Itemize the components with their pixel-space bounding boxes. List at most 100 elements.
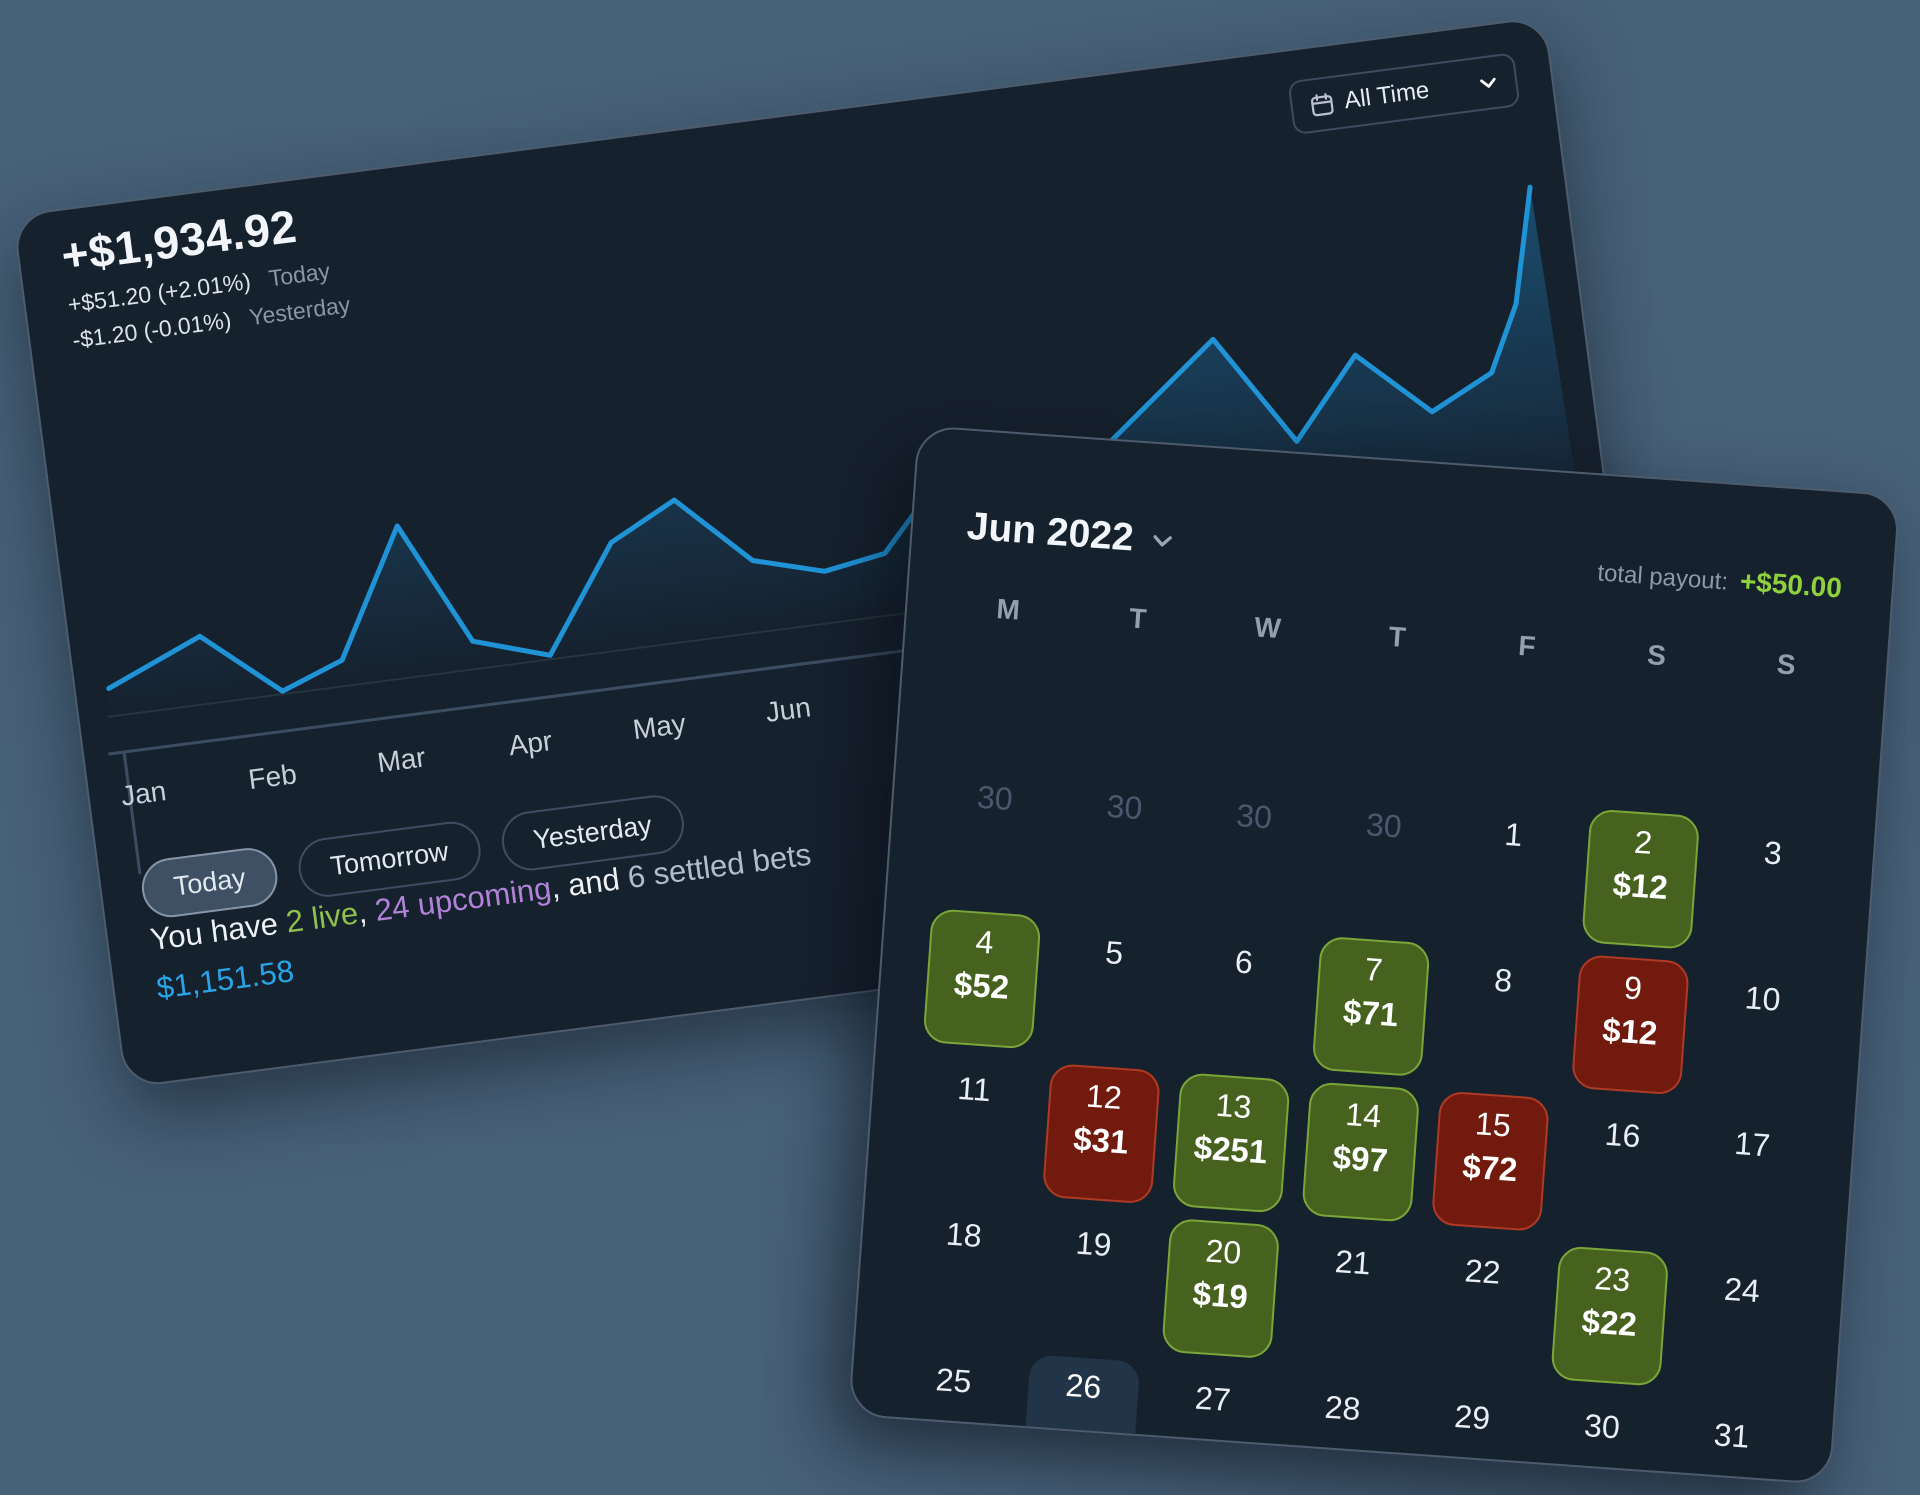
calendar-day-30-muted[interactable]: 30 <box>1314 748 1454 903</box>
payout-box-loss: 12 $31 <box>1041 1063 1161 1205</box>
day-number: 15 <box>1474 1105 1513 1144</box>
day-number: 28 <box>1323 1388 1362 1428</box>
month-label: Jun 2022 <box>965 504 1136 560</box>
month-tick-feb: Feb <box>247 758 299 795</box>
day-number: 7 <box>1363 950 1384 989</box>
total-payout-value: +$50.00 <box>1738 565 1843 604</box>
day-number: 22 <box>1463 1252 1502 1291</box>
calendar-day-6[interactable]: 6 <box>1174 885 1314 1040</box>
day-header-0: M <box>995 593 1021 626</box>
day-number: 20 <box>1204 1232 1243 1271</box>
month-tick-apr: Apr <box>507 725 554 761</box>
calendar-day-30-muted[interactable]: 30 <box>925 721 1065 876</box>
day-number: 12 <box>1084 1077 1124 1117</box>
payout-box-win: 7 $71 <box>1311 935 1431 1078</box>
day-number: 27 <box>1193 1379 1232 1418</box>
day-number: 23 <box>1593 1259 1632 1299</box>
bets-sep2: , and <box>548 860 631 906</box>
day-number: 6 <box>1233 943 1255 981</box>
payout-value: $31 <box>1072 1119 1130 1161</box>
day-header-4: F <box>1517 629 1537 663</box>
day-number: 30 <box>975 778 1014 818</box>
day-number: 24 <box>1722 1270 1761 1310</box>
calendar-day-3[interactable]: 3 <box>1703 776 1843 931</box>
payout-box-win: 20 $19 <box>1161 1217 1281 1360</box>
calendar-day-13[interactable]: 13 $251 <box>1164 1031 1304 1214</box>
total-payout: total payout: +$50.00 <box>1596 555 1843 604</box>
day-number: 19 <box>1074 1224 1113 1264</box>
month-tick-jun: Jun <box>764 691 813 728</box>
month-tick-mar: Mar <box>376 741 428 778</box>
day-header-3: T <box>1387 620 1407 653</box>
day-number: 1 <box>1503 816 1524 854</box>
calendar-day-10[interactable]: 10 <box>1693 922 1833 1077</box>
payout-value: $12 <box>1611 865 1670 907</box>
payout-box-loss: 15 $72 <box>1430 1090 1551 1232</box>
chevron-down-icon <box>1149 527 1177 555</box>
calendar-day-18[interactable]: 18 <box>894 1158 1034 1313</box>
payout-value: $97 <box>1331 1138 1390 1179</box>
calendar-day-30-muted[interactable]: 30 <box>1184 739 1324 894</box>
month-tick-may: May <box>631 708 687 746</box>
day-number: 10 <box>1743 979 1782 1018</box>
calendar-day-28[interactable]: 28 <box>1273 1331 1413 1485</box>
day-number: 30 <box>1582 1407 1622 1446</box>
payout-box-win: 23 $22 <box>1550 1245 1670 1387</box>
payout-value: $22 <box>1580 1302 1639 1343</box>
calendar-icon <box>1307 89 1337 119</box>
day-number: 29 <box>1453 1397 1492 1437</box>
day-number: 30 <box>1105 787 1144 827</box>
calendar-grid: M T W T F S S 30 30 30 30 1 2 $12 3 4 $52 5 6 7 $71 8 9 $12 10 11… <box>884 575 1854 1485</box>
payout-value: $71 <box>1341 992 1400 1034</box>
calendar-day-12[interactable]: 12 $31 <box>1034 1021 1174 1205</box>
calendar-day-5[interactable]: 5 <box>1044 876 1184 1031</box>
calendar-day-23[interactable]: 23 $22 <box>1542 1204 1682 1387</box>
day-number: 31 <box>1712 1416 1751 1455</box>
day-number: 21 <box>1333 1243 1372 1282</box>
live-bets-count: 2 live <box>283 895 361 940</box>
calendar-day-2[interactable]: 2 $12 <box>1573 767 1713 950</box>
month-tick-jan: Jan <box>119 775 168 812</box>
day-number: 18 <box>944 1215 983 1254</box>
bets-amount: $1,151.58 <box>154 953 296 1006</box>
day-number: 25 <box>934 1361 973 1400</box>
selected-day-box: 26 <box>1022 1354 1141 1482</box>
calendar-day-29[interactable]: 29 <box>1402 1340 1542 1485</box>
day-header-2: W <box>1253 611 1282 645</box>
total-payout-label: total payout: <box>1596 559 1729 596</box>
calendar-day-24[interactable]: 24 <box>1672 1213 1812 1368</box>
day-number: 4 <box>974 923 995 961</box>
day-number: 17 <box>1733 1125 1772 1164</box>
payout-value: $72 <box>1461 1147 1519 1189</box>
day-number: 26 <box>1064 1366 1103 1406</box>
chevron-down-icon <box>1476 70 1501 95</box>
payout-value: $52 <box>952 964 1011 1006</box>
payout-box-win: 2 $12 <box>1581 808 1701 950</box>
calendar-day-30-muted[interactable]: 30 <box>1055 730 1195 885</box>
payout-value: $251 <box>1192 1128 1269 1171</box>
calendar-day-15[interactable]: 15 $72 <box>1423 1049 1563 1232</box>
payout-box-loss: 9 $12 <box>1570 954 1691 1096</box>
calendar-day-1[interactable]: 1 <box>1444 758 1584 913</box>
day-number: 30 <box>1235 797 1274 836</box>
day-number: 8 <box>1493 961 1514 999</box>
profit-summary: +$1,934.92 +$51.20 (+2.01%) Today -$1.20… <box>58 193 352 354</box>
payout-box-win: 13 $251 <box>1171 1072 1291 1214</box>
calendar-day-31[interactable]: 31 <box>1662 1359 1802 1486</box>
day-number: 5 <box>1104 934 1125 972</box>
payout-value: $19 <box>1191 1274 1250 1316</box>
calendar-day-7[interactable]: 7 $71 <box>1304 894 1444 1078</box>
day-header-6: S <box>1775 648 1797 681</box>
calendar-day-26[interactable]: 26 <box>1013 1313 1153 1482</box>
calendar-day-8[interactable]: 8 <box>1433 903 1573 1058</box>
month-selector[interactable]: Jun 2022 <box>965 505 1177 564</box>
day-number: 11 <box>956 1070 993 1109</box>
calendar-day-4[interactable]: 4 $52 <box>915 867 1055 1050</box>
calendar-day-17[interactable]: 17 <box>1682 1067 1822 1222</box>
day-number: 2 <box>1633 823 1654 861</box>
time-range-select[interactable]: All Time <box>1287 52 1521 136</box>
calendar-day-25[interactable]: 25 <box>884 1303 1024 1458</box>
delta-today-label: Today <box>267 257 332 292</box>
day-number: 16 <box>1603 1115 1642 1155</box>
